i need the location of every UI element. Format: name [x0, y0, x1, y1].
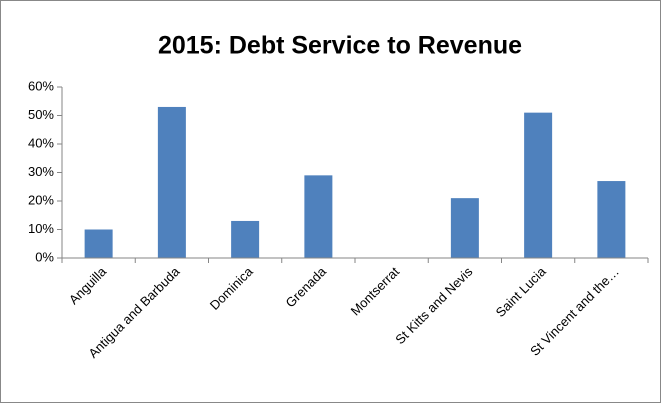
- y-tick-label: 40%: [28, 135, 54, 150]
- y-tick-label: 30%: [28, 164, 54, 179]
- y-tick-label: 20%: [28, 192, 54, 207]
- bar: [597, 181, 626, 258]
- chart-title: 2015: Debt Service to Revenue: [158, 32, 522, 60]
- bar: [84, 229, 113, 258]
- bar: [304, 175, 333, 258]
- bar: [157, 106, 186, 258]
- bar: [450, 198, 479, 258]
- y-tick-label: 10%: [28, 221, 54, 236]
- bar: [524, 112, 553, 259]
- y-tick-label: 0%: [35, 249, 54, 264]
- bar: [231, 220, 260, 258]
- y-tick-label: 50%: [28, 107, 54, 122]
- y-tick-label: 60%: [28, 78, 54, 93]
